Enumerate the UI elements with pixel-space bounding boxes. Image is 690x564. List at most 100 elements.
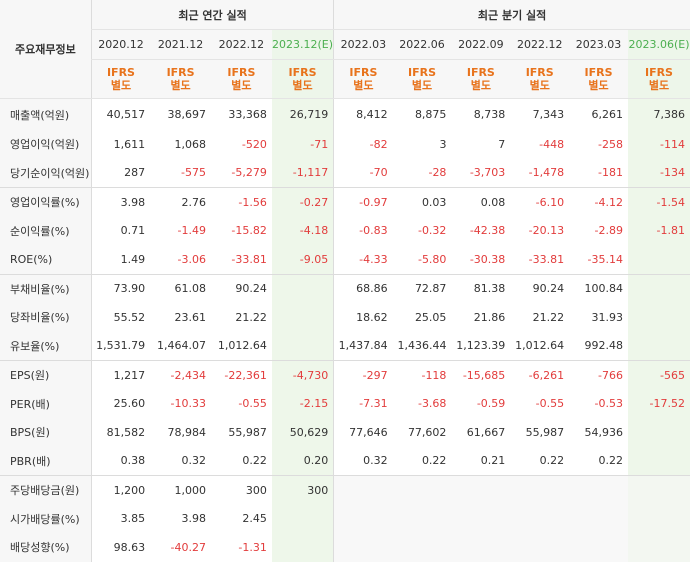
value-cell: 90.24 <box>510 273 570 303</box>
value-cell: 31.93 <box>591 310 623 324</box>
basis-type: 별도 <box>110 79 132 92</box>
value-cell: 3.85 <box>90 504 151 533</box>
basis-header: IFRS 별도 <box>569 59 628 99</box>
value-cell: -5,279 <box>231 166 267 180</box>
value-cell: -0.27 <box>271 187 334 217</box>
corner-header: 주요재무정보 <box>0 0 92 99</box>
value-cell: -1.31 <box>238 540 267 554</box>
value-cell: -2.89 <box>594 224 623 238</box>
table-row: ROE(%) 1.49 -3.06 -33.81 -9.05 -4.33 -5.80 -30.… <box>0 245 690 274</box>
basis-header: IFRS 별도 <box>150 59 211 99</box>
value-cell: 1,436.44 <box>397 339 447 353</box>
value-cell: 55.52 <box>90 303 151 332</box>
value-cell: 8,875 <box>392 98 452 130</box>
basis-type: 별도 <box>170 79 191 92</box>
value-cell: -40.27 <box>170 540 206 554</box>
value-cell <box>333 475 393 505</box>
value-cell <box>451 504 511 533</box>
value-cell: -3.06 <box>177 252 206 266</box>
table-row: PER(배) 25.60 -10.33 -0.55 -2.15 -7.31 -3.68 -0.… <box>0 389 690 418</box>
value-cell: 73.90 <box>90 273 151 303</box>
value-cell: 78,984 <box>167 425 207 439</box>
value-cell: 33,368 <box>211 98 272 130</box>
row-label: BPS(원) <box>0 418 92 447</box>
value-cell: -22,361 <box>211 360 272 390</box>
value-cell: 0.20 <box>271 446 334 476</box>
value-cell: 0.22 <box>539 454 565 468</box>
value-cell: 0.32 <box>181 454 207 468</box>
basis-standard: IFRS <box>166 66 195 79</box>
row-label: 배당성향(%) <box>0 533 92 562</box>
value-cell: 7,386 <box>627 98 690 130</box>
period-header: 2023.03 <box>569 29 628 60</box>
value-cell: 0.22 <box>242 454 267 468</box>
row-label: 영업이익(억원) <box>0 130 92 159</box>
value-cell <box>569 504 628 533</box>
value-cell: 0.03 <box>392 187 452 217</box>
basis-standard: IFRS <box>349 66 378 79</box>
value-cell: -71 <box>271 130 334 159</box>
basis-type: 별도 <box>588 79 609 92</box>
row-label: 당좌비율(%) <box>0 303 92 332</box>
value-cell: -4.18 <box>271 216 334 245</box>
value-cell: 300 <box>211 475 272 505</box>
value-cell: 26,719 <box>271 98 334 130</box>
value-cell <box>271 303 334 332</box>
value-cell: 38,697 <box>150 98 211 130</box>
row-label: 영업이익률(%) <box>0 187 92 217</box>
value-cell: -20.13 <box>528 224 565 238</box>
value-cell: -1,478 <box>528 166 565 180</box>
value-cell: -4.12 <box>569 187 628 217</box>
value-cell: 1,068 <box>174 137 207 151</box>
value-cell: -70 <box>333 158 393 188</box>
value-cell: -0.83 <box>333 216 393 245</box>
value-cell: 50,629 <box>271 418 334 447</box>
row-label: 부채비율(%) <box>0 273 92 303</box>
value-cell <box>510 504 570 533</box>
value-cell <box>627 303 690 332</box>
basis-type: 별도 <box>411 79 433 92</box>
period-header: 2022.12 <box>211 29 272 60</box>
value-cell <box>271 504 334 533</box>
value-cell: -3.68 <box>417 397 447 411</box>
value-cell: -9.05 <box>271 245 334 274</box>
period-header: 2023.12(E) <box>271 29 334 60</box>
basis-standard: IFRS <box>106 66 135 79</box>
value-cell <box>271 331 334 361</box>
row-label: ROE(%) <box>0 245 92 274</box>
value-cell: 1,012.64 <box>515 339 565 353</box>
value-cell: -4,730 <box>271 360 334 390</box>
row-label: 순이익률(%) <box>0 216 92 245</box>
basis-type: 별도 <box>470 79 491 92</box>
value-cell: -6.10 <box>510 187 570 217</box>
value-cell: 0.32 <box>333 446 393 476</box>
value-cell <box>510 475 570 505</box>
value-cell: -82 <box>333 130 393 159</box>
basis-type: 별도 <box>353 79 374 92</box>
value-cell: -15,685 <box>451 360 511 390</box>
value-cell: 1.49 <box>90 245 151 274</box>
row-label: PBR(배) <box>0 446 92 476</box>
value-cell: -565 <box>627 360 690 390</box>
period-header: 2023.06(E) <box>627 29 690 60</box>
basis-standard: IFRS <box>227 66 256 79</box>
value-cell <box>627 446 690 476</box>
value-cell <box>451 475 511 505</box>
value-cell: -2,434 <box>150 360 211 390</box>
value-cell: -35.14 <box>587 252 623 266</box>
value-cell: 77,602 <box>407 425 447 439</box>
value-cell: -0.59 <box>476 397 506 411</box>
value-cell <box>392 475 452 505</box>
value-cell: -5.80 <box>417 252 447 266</box>
value-cell: -1.81 <box>627 216 690 245</box>
value-cell: -297 <box>333 360 393 390</box>
basis-header: IFRS 별도 <box>333 59 393 99</box>
value-cell <box>333 533 393 562</box>
value-cell <box>333 504 393 533</box>
basis-standard: IFRS <box>525 66 554 79</box>
value-cell: 1,611 <box>90 130 151 159</box>
value-cell: 3 <box>439 137 447 151</box>
value-cell <box>451 533 511 562</box>
basis-header: IFRS 별도 <box>211 59 272 99</box>
